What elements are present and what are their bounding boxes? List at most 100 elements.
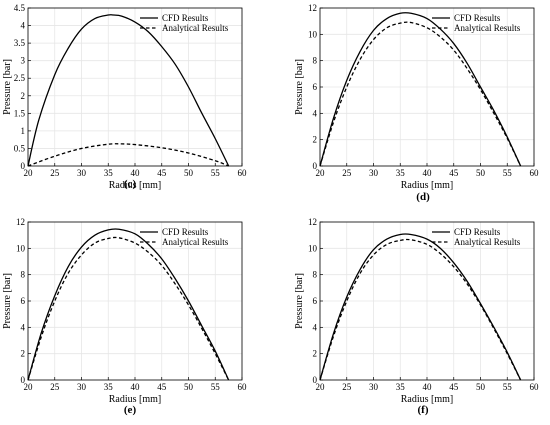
panel-f-xtick-label: 35 [396,382,406,392]
panel-d-ytick-label: 2 [313,135,318,145]
panel-d-legend-label-analytical: Analytical Results [454,23,521,33]
panel-c-xtick-label: 30 [77,168,87,178]
panel-c-ytick-label: 3 [21,56,26,66]
panel-c-ytick-label: 4.5 [14,3,26,13]
panel-d-ytick-label: 0 [313,161,318,171]
panel-e-ytick-label: 0 [21,375,26,385]
panel-e-xtick-label: 20 [24,382,34,392]
panel-e-xlabel: Radius [mm] [109,394,162,405]
panel-f-xtick-label: 25 [342,382,352,392]
panel-d-xtick-label: 25 [342,168,352,178]
panel-c-ytick-label: 1 [21,126,26,136]
panel-e-legend-label-cfd: CFD Results [162,227,209,237]
panel-d-ytick-label: 8 [313,56,318,66]
caption-d: (d) [416,191,430,203]
panel-d-ytick-label: 10 [308,29,318,39]
panel-e-ytick-label: 6 [21,296,26,306]
panel-c-series-analytical-line [27,143,229,167]
panel-d-ytick-label: 6 [313,82,318,92]
panel-e-ytick-label: 8 [21,270,26,280]
panel-d-xtick-label: 40 [423,168,433,178]
caption-f: (f) [417,404,429,416]
panel-f-ytick-label: 2 [313,349,318,359]
panel-d-xlabel: Radius [mm] [401,180,454,191]
panel-e-ytick-label: 12 [16,217,25,227]
panel-e-ylabel: Pressure [bar] [2,273,13,329]
panel-f-xtick-label: 45 [449,382,459,392]
panel-d-axes-frame [319,7,535,167]
panel-f-ylabel: Pressure [bar] [294,273,305,329]
panel-f-legend-label-analytical: Analytical Results [454,237,521,247]
panel-f-ytick-label: 0 [313,375,318,385]
panel-f-xlabel: Radius [mm] [401,394,454,405]
panel-f-ytick-label: 4 [313,322,318,332]
panel-c-ytick-label: 2.5 [14,73,26,83]
panel-d-ytick-label: 4 [313,108,318,118]
panel-f-xtick-label: 40 [423,382,433,392]
panel-e-series-cfd-line [27,228,230,381]
panel-c-ytick-label: 0 [21,161,26,171]
panel-c-legend-label-analytical: Analytical Results [162,23,229,33]
panel-e-xtick-label: 45 [157,382,167,392]
panel-c-ylabel: Pressure [bar] [2,59,13,115]
panel-d-ylabel: Pressure [bar] [294,59,305,115]
panel-d-xtick-label: 55 [503,168,513,178]
panel-f-xtick-label: 20 [316,382,326,392]
panel-c-xlabel: Radius [mm] [109,180,162,191]
panel-c-xtick-label: 60 [238,168,248,178]
panel-e-series-analytical-line [27,236,230,381]
caption-e-label: e [127,404,133,416]
panel-c-ytick-label: 0.5 [14,143,26,153]
panel-f-ytick-label: 8 [313,270,318,280]
panel-c-ytick-label: 2 [21,91,26,101]
caption-d-label: d [419,191,427,203]
panel-e-xtick-label: 30 [77,382,87,392]
panel-d-xtick-label: 20 [316,168,326,178]
panel-c-xtick-label: 40 [131,168,141,178]
panel-f-legend-label-cfd: CFD Results [454,227,501,237]
panel-c-ytick-label: 4 [21,21,26,31]
panel-e-ytick-label: 2 [21,349,26,359]
panel-f-series-cfd-line [319,233,522,381]
panel-c-xtick-label: 20 [24,168,34,178]
panel-d-xtick-label: 45 [449,168,459,178]
panel-d-legend-label-cfd: CFD Results [454,13,501,23]
panel-c-xtick-label: 35 [104,168,114,178]
panel-c-series-cfd-line [27,14,230,167]
panel-f-xtick-label: 30 [369,382,379,392]
panel-d-xtick-label: 35 [396,168,406,178]
panel-d-xtick-label: 60 [530,168,540,178]
panel-e-ytick-label: 10 [16,243,26,253]
panel-c-xtick-label: 50 [184,168,194,178]
panel-d-series-cfd-line [319,11,522,167]
caption-c: (c) [123,178,137,190]
panel-e-xtick-label: 25 [50,382,60,392]
panel-e-xtick-label: 55 [211,382,221,392]
panel-e-xtick-label: 60 [238,382,248,392]
caption-f-label: f [421,404,425,416]
panel-c-xtick-label: 55 [211,168,221,178]
panel-e-legend-label-analytical: Analytical Results [162,237,229,247]
panel-d-ytick-label: 12 [308,3,317,13]
panel-f-ytick-label: 6 [313,296,318,306]
panel-c-legend-label-cfd: CFD Results [162,13,209,23]
panel-c-ytick-label: 3.5 [14,38,26,48]
panel-c-xtick-label: 25 [50,168,60,178]
panel-e-ytick-label: 4 [21,322,26,332]
panel-f-ytick-label: 10 [308,243,318,253]
panel-e-xtick-label: 50 [184,382,194,392]
panel-c-xtick-label: 45 [157,168,167,178]
panel-f-ytick-label: 12 [308,217,317,227]
panel-d-xtick-label: 30 [369,168,379,178]
panel-f-series-analytical-line [319,238,522,381]
caption-c-label: c [127,178,133,190]
panel-f-axes-frame [319,221,535,381]
panel-e-xtick-label: 35 [104,382,114,392]
panel-d-xtick-label: 50 [476,168,486,178]
panel-f-xtick-label: 60 [530,382,540,392]
panel-d-series-analytical-line [319,21,522,167]
panel-c-ytick-label: 1.5 [14,108,26,118]
panel-e-axes-frame [27,221,243,381]
panel-f-xtick-label: 55 [503,382,513,392]
